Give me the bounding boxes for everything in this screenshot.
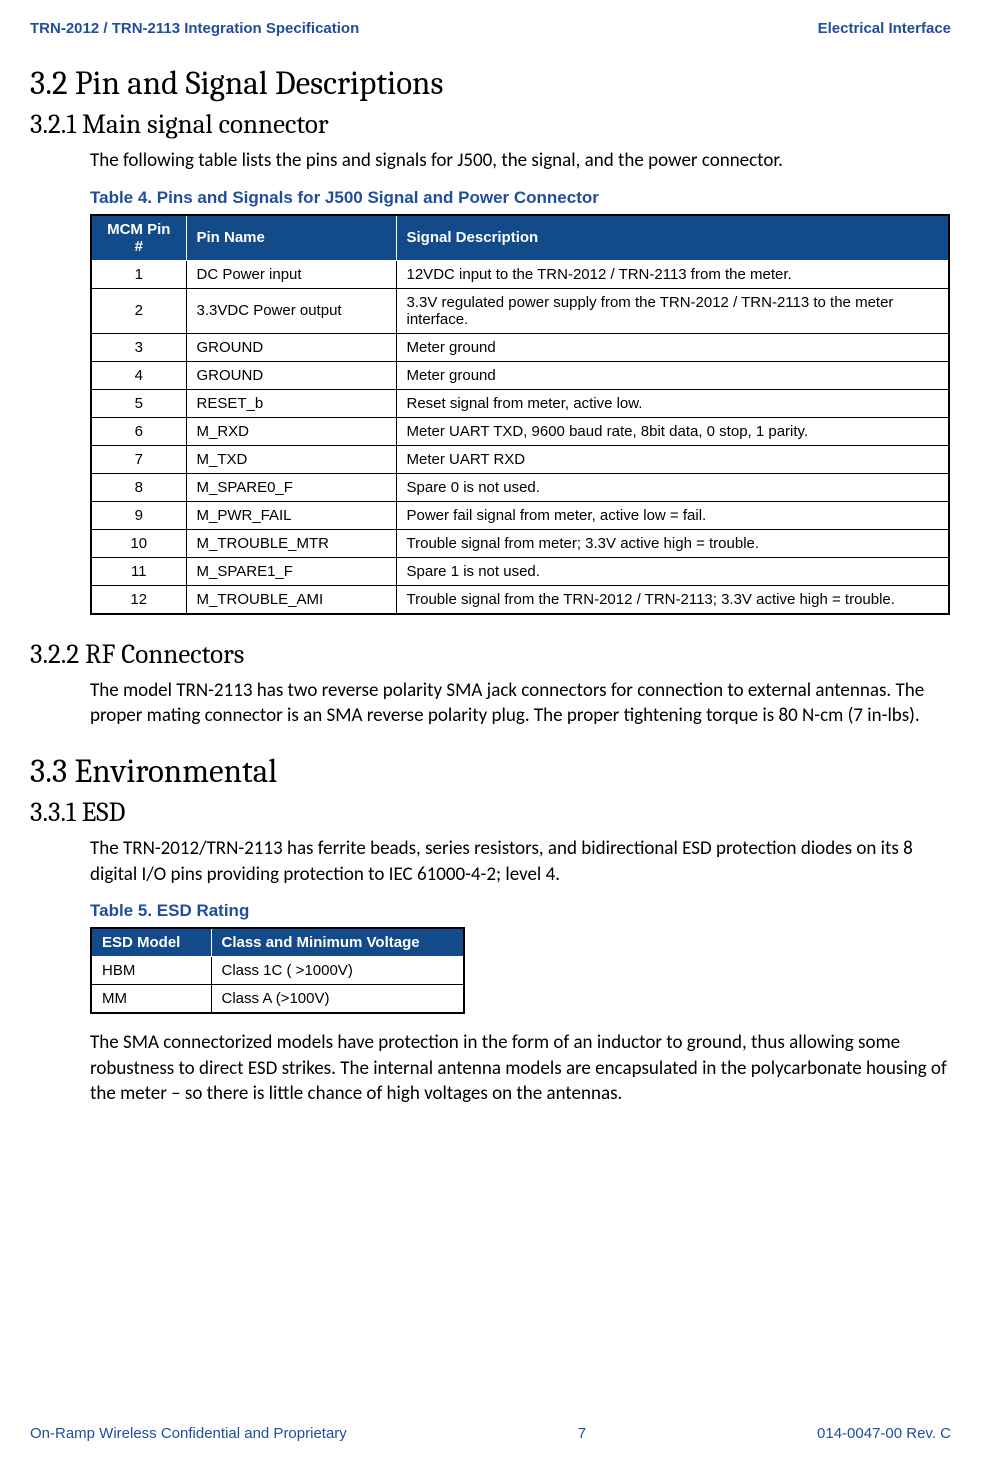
table-cell: Class A (>100V) (211, 985, 464, 1014)
table-cell: Meter UART TXD, 9600 baud rate, 8bit dat… (396, 417, 949, 445)
footer-page-number: 7 (578, 1425, 586, 1442)
table-header-row: ESD Model Class and Minimum Voltage (91, 928, 464, 957)
table-row: 7M_TXDMeter UART RXD (91, 445, 949, 473)
table-4-caption: Table 4. Pins and Signals for J500 Signa… (90, 188, 951, 208)
table-cell: M_TXD (186, 445, 396, 473)
table-cell: 9 (91, 501, 186, 529)
col-esd-class: Class and Minimum Voltage (211, 928, 464, 957)
heading-3-3-1: 3.3.1 ESD (30, 797, 951, 828)
outro-3-3-1: The SMA connectorized models have protec… (90, 1030, 951, 1107)
text-3-2-2: The model TRN-2113 has two reverse polar… (90, 678, 951, 729)
table-cell: 10 (91, 529, 186, 557)
table-header-row: MCM Pin # Pin Name Signal Description (91, 215, 949, 261)
table-cell: M_TROUBLE_MTR (186, 529, 396, 557)
table-row: 3GROUNDMeter ground (91, 333, 949, 361)
table-row: 1DC Power input12VDC input to the TRN-20… (91, 260, 949, 288)
header-left: TRN-2012 / TRN-2113 Integration Specific… (30, 20, 359, 37)
table-cell: 12VDC input to the TRN-2012 / TRN-2113 f… (396, 260, 949, 288)
table-row: MMClass A (>100V) (91, 985, 464, 1014)
heading-3-3: 3.3 Environmental (30, 753, 951, 791)
table-cell: Meter ground (396, 333, 949, 361)
table-cell: 12 (91, 585, 186, 614)
table-cell: 5 (91, 389, 186, 417)
table-cell: Spare 0 is not used. (396, 473, 949, 501)
col-desc: Signal Description (396, 215, 949, 261)
table-cell: GROUND (186, 361, 396, 389)
table-cell: Power fail signal from meter, active low… (396, 501, 949, 529)
table-5-caption: Table 5. ESD Rating (90, 901, 951, 921)
table-cell: 8 (91, 473, 186, 501)
table-cell: GROUND (186, 333, 396, 361)
table-row: 6M_RXDMeter UART TXD, 9600 baud rate, 8b… (91, 417, 949, 445)
table-row: 9M_PWR_FAILPower fail signal from meter,… (91, 501, 949, 529)
heading-3-2: 3.2 Pin and Signal Descriptions (30, 65, 951, 103)
table-cell: M_TROUBLE_AMI (186, 585, 396, 614)
table-row: 4GROUNDMeter ground (91, 361, 949, 389)
table-cell: HBM (91, 957, 211, 985)
table-cell: 3.3V regulated power supply from the TRN… (396, 288, 949, 333)
table-cell: Class 1C ( >1000V) (211, 957, 464, 985)
heading-3-2-2: 3.2.2 RF Connectors (30, 639, 951, 670)
table-row: 8M_SPARE0_FSpare 0 is not used. (91, 473, 949, 501)
table-cell: Reset signal from meter, active low. (396, 389, 949, 417)
table-row: HBMClass 1C ( >1000V) (91, 957, 464, 985)
table-row: 10M_TROUBLE_MTRTrouble signal from meter… (91, 529, 949, 557)
table-cell: M_SPARE0_F (186, 473, 396, 501)
table-5: ESD Model Class and Minimum Voltage HBMC… (90, 927, 465, 1014)
col-esd-model: ESD Model (91, 928, 211, 957)
header-right: Electrical Interface (818, 20, 951, 37)
col-pin: MCM Pin # (91, 215, 186, 261)
table-row: 12M_TROUBLE_AMITrouble signal from the T… (91, 585, 949, 614)
col-name: Pin Name (186, 215, 396, 261)
table-cell: M_SPARE1_F (186, 557, 396, 585)
intro-3-3-1: The TRN-2012/TRN-2113 has ferrite beads,… (90, 836, 951, 887)
table-cell: 6 (91, 417, 186, 445)
table-cell: 1 (91, 260, 186, 288)
table-row: 5RESET_bReset signal from meter, active … (91, 389, 949, 417)
table-cell: M_RXD (186, 417, 396, 445)
table-cell: Meter ground (396, 361, 949, 389)
table-cell: DC Power input (186, 260, 396, 288)
table-cell: 7 (91, 445, 186, 473)
table-cell: Trouble signal from the TRN-2012 / TRN-2… (396, 585, 949, 614)
table-cell: Meter UART RXD (396, 445, 949, 473)
table-cell: 11 (91, 557, 186, 585)
footer-left: On-Ramp Wireless Confidential and Propri… (30, 1425, 347, 1442)
table-cell: 3.3VDC Power output (186, 288, 396, 333)
footer-right: 014-0047-00 Rev. C (817, 1425, 951, 1442)
table-cell: Trouble signal from meter; 3.3V active h… (396, 529, 949, 557)
table-cell: MM (91, 985, 211, 1014)
table-cell: 2 (91, 288, 186, 333)
intro-3-2-1: The following table lists the pins and s… (90, 148, 951, 174)
page-header: TRN-2012 / TRN-2113 Integration Specific… (30, 20, 951, 37)
table-cell: Spare 1 is not used. (396, 557, 949, 585)
table-row: 11M_SPARE1_FSpare 1 is not used. (91, 557, 949, 585)
table-cell: RESET_b (186, 389, 396, 417)
table-cell: 3 (91, 333, 186, 361)
table-cell: 4 (91, 361, 186, 389)
page-footer: On-Ramp Wireless Confidential and Propri… (30, 1425, 951, 1442)
heading-3-2-1: 3.2.1 Main signal connector (30, 109, 951, 140)
table-cell: M_PWR_FAIL (186, 501, 396, 529)
table-row: 23.3VDC Power output3.3V regulated power… (91, 288, 949, 333)
table-4: MCM Pin # Pin Name Signal Description 1D… (90, 214, 950, 615)
